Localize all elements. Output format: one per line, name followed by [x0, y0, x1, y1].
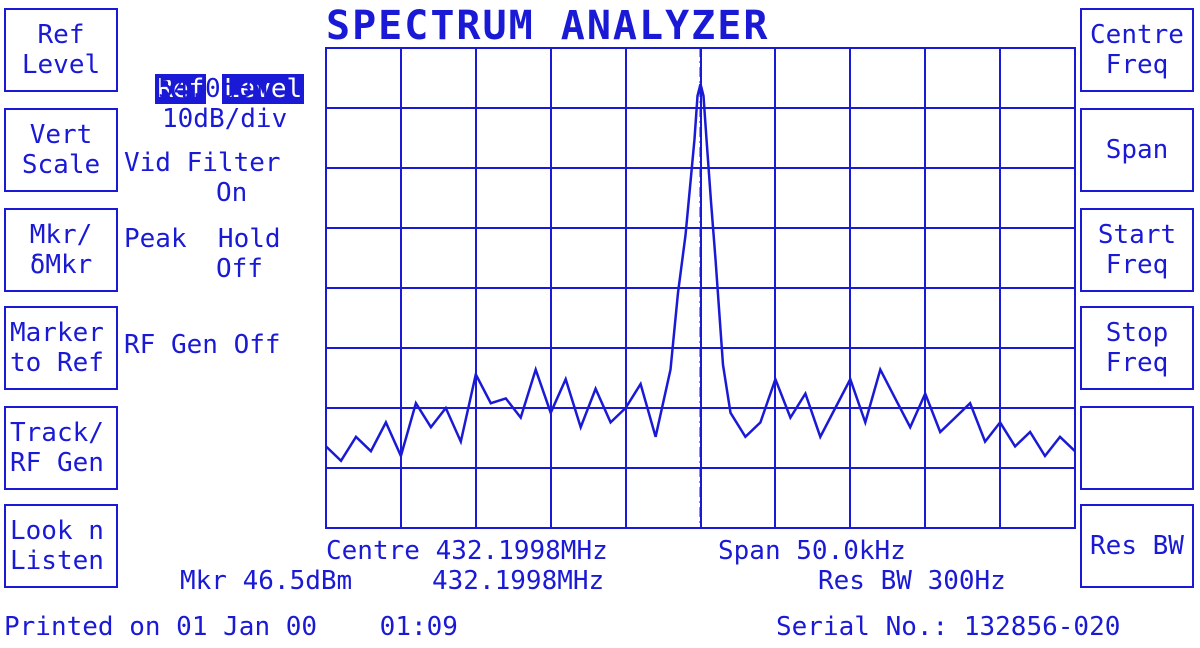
- video-filter-value: On: [216, 178, 248, 208]
- ref-label-highlight: Ref: [155, 74, 207, 104]
- ref-level-label: Ref Level: [124, 44, 305, 104]
- level-label-highlight: Level: [221, 74, 305, 104]
- marker-level-readout: Mkr 46.5dBm: [180, 566, 353, 596]
- marker-frequency-readout: 432.1998MHz: [432, 566, 605, 596]
- vert-scale-key[interactable]: Vert Scale: [4, 108, 118, 192]
- peak-hold-value: Off: [216, 254, 263, 284]
- span-readout: Span 50.0kHz: [718, 536, 906, 566]
- centre-frequency-readout: Centre 432.1998MHz: [326, 536, 608, 566]
- res-bw-readout: Res BW 300Hz: [818, 566, 1006, 596]
- marker-to-ref-key[interactable]: Marker to Ref: [4, 306, 118, 390]
- stop-freq-key[interactable]: Stop Freq: [1080, 306, 1194, 390]
- track-rf-gen-key[interactable]: Track/ RF Gen: [4, 406, 118, 490]
- peak-hold-label: Peak Hold: [124, 224, 281, 254]
- vertical-scale-value: 10dB/div: [162, 104, 288, 134]
- centre-freq-key[interactable]: Centre Freq: [1080, 8, 1194, 92]
- spectrum-trace: [325, 83, 1076, 463]
- blank-key[interactable]: [1080, 406, 1194, 490]
- app-title: SPECTRUM ANALYZER: [326, 3, 770, 49]
- printed-timestamp: Printed on 01 Jan 00 01:09: [4, 612, 458, 642]
- ref-level-value: 54.0dBm: [158, 74, 268, 104]
- rf-gen-status: RF Gen Off: [124, 330, 281, 360]
- start-freq-key[interactable]: Start Freq: [1080, 208, 1194, 292]
- marker-delta-key[interactable]: Mkr/ δMkr: [4, 208, 118, 292]
- serial-number: Serial No.: 132856-020: [776, 612, 1121, 642]
- span-key[interactable]: Span: [1080, 108, 1194, 192]
- res-bw-key[interactable]: Res BW: [1080, 504, 1194, 588]
- video-filter-label: Vid Filter: [124, 148, 281, 178]
- ref-level-key[interactable]: Ref Level: [4, 8, 118, 92]
- spectrum-display: [325, 47, 1076, 529]
- look-n-listen-key[interactable]: Look n Listen: [4, 504, 118, 588]
